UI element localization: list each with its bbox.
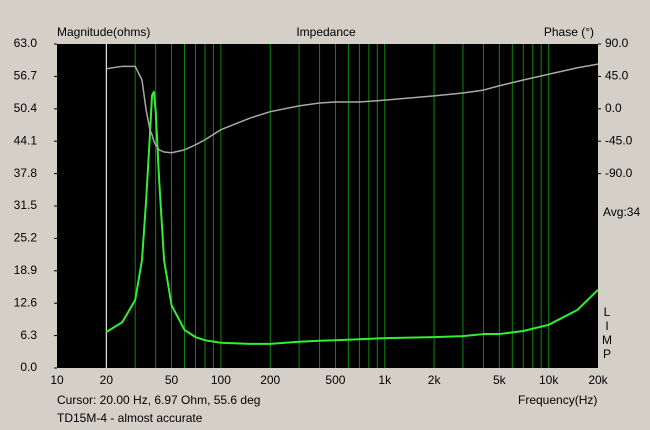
y-tick-label: 18.9 (14, 263, 38, 277)
x-tick-label: 50 (165, 373, 179, 387)
y-tick-label: 0.0 (20, 360, 37, 374)
average-label: Avg:34 (603, 205, 640, 219)
y-tick-label: 50.4 (14, 101, 38, 115)
y2-tick-label: 90.0 (605, 36, 629, 50)
y2-tick-label: 45.0 (605, 69, 629, 83)
x-tick-label: 10k (539, 373, 559, 387)
y-tick-label: 31.5 (14, 198, 38, 212)
y-tick-label: 12.6 (14, 295, 38, 309)
y-tick-label: 63.0 (14, 36, 38, 50)
y2-tick-label: 0.0 (605, 101, 622, 115)
y2-tick-label: -45.0 (605, 133, 633, 147)
x-tick-label: 20 (100, 373, 114, 387)
x-tick-label: 10 (50, 373, 64, 387)
x-tick-label: 500 (325, 373, 345, 387)
y2-tick-label: -90.0 (605, 166, 633, 180)
x-axis-label: Frequency(Hz) (518, 393, 597, 407)
data-line (106, 63, 599, 154)
y-axis-label: Magnitude(ohms) (57, 25, 150, 39)
x-tick-label: 1k (378, 373, 392, 387)
y-tick-label: 44.1 (14, 133, 38, 147)
y-tick-label: 37.8 (14, 166, 38, 180)
cursor-readout: Cursor: 20.00 Hz, 6.97 Ohm, 55.6 deg (57, 393, 260, 407)
y2-axis-label: Phase (°) (544, 25, 594, 39)
y-tick-label: 25.2 (14, 231, 38, 245)
x-tick-label: 200 (260, 373, 280, 387)
side-label: LIMP (600, 305, 614, 361)
y-tick-label: 6.3 (20, 328, 37, 342)
x-tick-label: 20k (588, 373, 608, 387)
footer-text: TD15M-4 - almost accurate (57, 411, 203, 425)
x-tick-label: 100 (211, 373, 231, 387)
x-tick-label: 2k (428, 373, 442, 387)
plot-area (57, 44, 598, 368)
y-tick-label: 56.7 (14, 69, 38, 83)
x-tick-label: 5k (493, 373, 507, 387)
chart-title: Impedance (296, 25, 356, 39)
